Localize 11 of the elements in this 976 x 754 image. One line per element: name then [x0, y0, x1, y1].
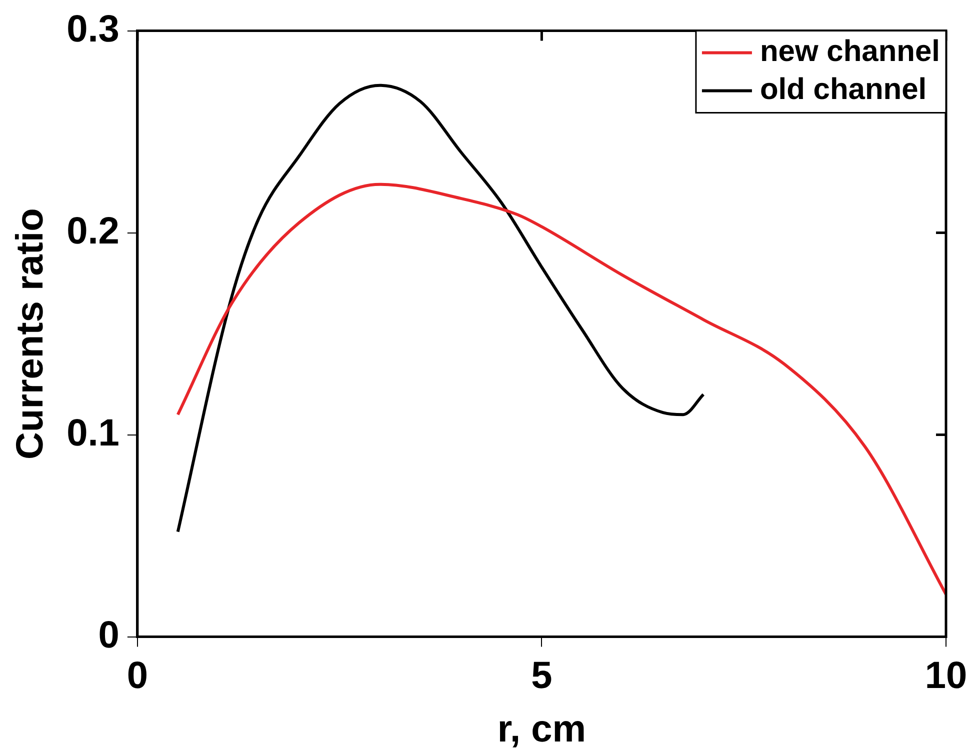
x-tick-label: 10: [924, 655, 968, 698]
y-tick-label: 0.2: [66, 210, 120, 252]
legend-label: old channel: [760, 73, 927, 106]
y-tick-label: 0: [98, 614, 120, 656]
x-tick-label: 0: [126, 655, 148, 698]
y-axis-title: Currents ratio: [9, 208, 52, 460]
y-tick-label: 0.3: [66, 8, 120, 50]
y-tick-label: 0.1: [66, 412, 120, 454]
x-axis-title: r, cm: [497, 708, 586, 751]
x-tick-label: 5: [531, 655, 552, 698]
legend-label: new channel: [760, 35, 940, 68]
